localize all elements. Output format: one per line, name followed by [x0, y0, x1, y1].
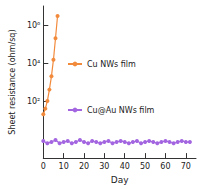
svg-text:10²: 10² — [27, 97, 40, 106]
svg-text:40: 40 — [120, 162, 130, 171]
svg-text:Cu@Au NWs film: Cu@Au NWs film — [87, 106, 155, 115]
svg-text:30: 30 — [99, 162, 109, 171]
svg-text:20: 20 — [79, 162, 89, 171]
svg-text:10: 10 — [59, 162, 69, 171]
svg-text:10⁴: 10⁴ — [27, 59, 40, 68]
svg-text:Day: Day — [111, 175, 129, 185]
svg-text:0: 0 — [41, 162, 46, 171]
svg-text:70: 70 — [181, 162, 191, 171]
svg-text:60: 60 — [160, 162, 170, 171]
svg-text:Sheet resistance (ohm/sq): Sheet resistance (ohm/sq) — [8, 29, 17, 134]
svg-text:10⁶: 10⁶ — [27, 21, 40, 30]
svg-text:50: 50 — [140, 162, 150, 171]
svg-text:Cu NWs film: Cu NWs film — [87, 60, 136, 69]
